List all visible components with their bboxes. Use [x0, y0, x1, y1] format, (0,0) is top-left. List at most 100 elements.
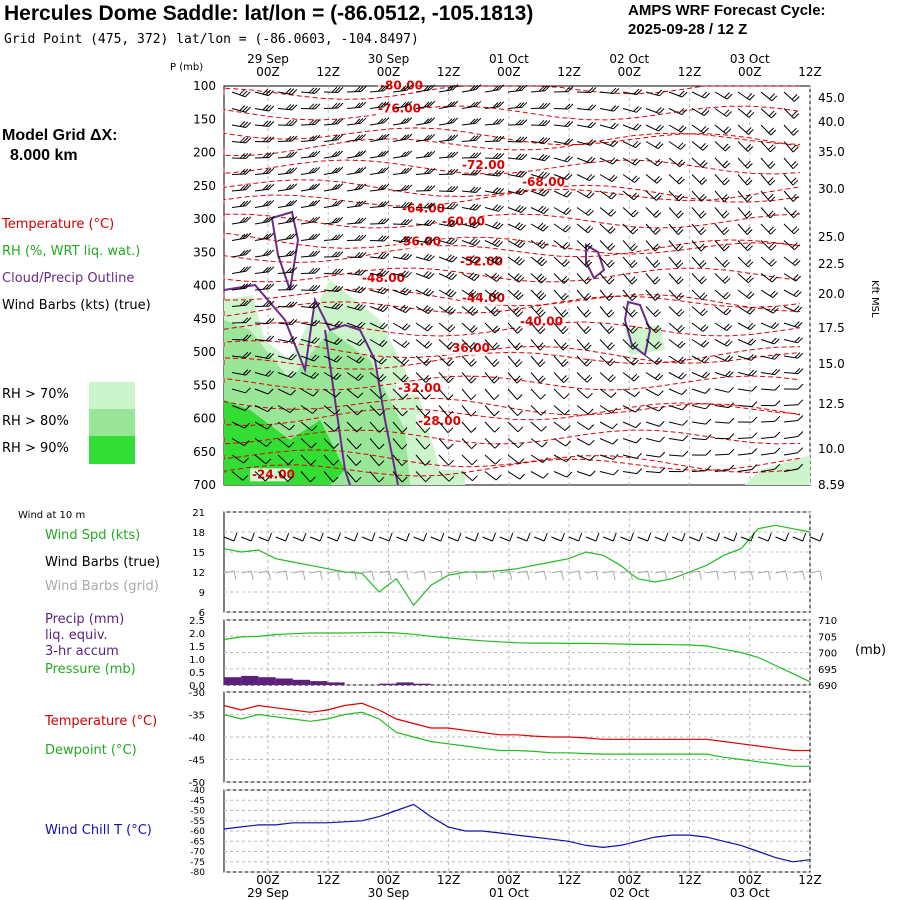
wind-barb — [254, 108, 269, 112]
wind-barb — [484, 339, 495, 351]
isotherm-label: -36.00 — [447, 341, 490, 355]
legend-dewpoint: Dewpoint (°C) — [45, 743, 137, 758]
isotherm-label-bg — [460, 159, 500, 173]
wind-barb-flag — [699, 160, 706, 166]
wind-barb — [369, 289, 384, 295]
wind-barb-flag — [589, 455, 596, 461]
wind-barb-flag — [611, 176, 618, 182]
wind-barb-flag — [518, 85, 525, 91]
wind-barb-flag — [541, 102, 548, 109]
grid-wind-barb — [430, 570, 441, 574]
grid-wind-barb-flag — [371, 570, 375, 581]
wind-barb-flag — [265, 335, 272, 342]
wind-barb — [346, 322, 361, 329]
wind-barb — [691, 223, 702, 236]
wind-barb-flag — [337, 251, 344, 257]
wind-barb-flag — [426, 185, 433, 192]
wind-barb-flag — [700, 340, 707, 346]
wind-barb-flag — [770, 306, 777, 313]
legend-precip-accum: 3-hr accum — [45, 644, 119, 659]
wind-barb-flag — [542, 457, 549, 463]
wind-barb-flag — [383, 218, 390, 224]
grid-wind-barb — [275, 570, 286, 574]
wind-barb-flag — [655, 212, 662, 218]
wind-barb-flag — [426, 151, 433, 157]
wind-barb — [530, 289, 542, 301]
wind-barb — [530, 438, 543, 448]
wind-barb-flag — [609, 360, 616, 367]
grid-point-label: Grid Point (475, 372) lat/lon = (-86.060… — [4, 32, 419, 47]
wind-barb — [714, 256, 725, 268]
wind-barb — [553, 322, 564, 335]
wind-barb — [392, 138, 407, 142]
wind-barb — [714, 91, 728, 100]
wind-barb-flag — [285, 233, 292, 240]
wind-barb-flag — [268, 136, 275, 143]
wind-barb-flag — [774, 353, 780, 360]
grid-wind-barb — [585, 570, 597, 574]
wind-barb — [530, 405, 542, 416]
wind-barb — [530, 355, 541, 368]
wind-barb-flag — [632, 158, 638, 164]
wind-barb-flag — [337, 216, 344, 223]
wind-barb — [484, 174, 499, 177]
rh-level-90-label: RH > 90% — [2, 441, 69, 456]
wind-barb — [461, 405, 472, 417]
precip-bar — [258, 677, 276, 685]
wind-barb-flag — [429, 202, 436, 209]
wind-barb-flag — [516, 361, 523, 368]
wind-barb-flag — [793, 228, 800, 235]
isotherm-label: -48.00 — [362, 271, 405, 285]
grid-wind-barb-flag — [423, 570, 427, 581]
wind-chill-tick: -70 — [190, 848, 205, 858]
grid-wind-barb-flag — [595, 570, 599, 581]
wind-barb-flag — [314, 134, 321, 141]
wind-barb-flag — [544, 172, 550, 179]
wind-barb-flag — [360, 166, 367, 173]
top-time-tick: 12Z — [437, 65, 461, 79]
isotherm-label-bg — [376, 102, 416, 116]
wind-barb — [392, 322, 406, 331]
wind-barb — [622, 207, 634, 218]
wind-barb-flag — [515, 325, 521, 332]
wind-barb-flag — [701, 162, 708, 168]
wind-barb-flag — [632, 245, 638, 252]
wind-barb-flag — [245, 282, 252, 289]
wind-barb — [346, 471, 357, 483]
wind-barb — [254, 124, 269, 127]
wind-barb-flag — [590, 104, 597, 111]
wind-barb — [300, 438, 312, 449]
grid-wind-barb — [465, 570, 476, 574]
wind-barb — [484, 471, 497, 481]
wind-barb-flag — [538, 309, 544, 316]
wind-barb-flag — [383, 200, 390, 207]
wind-barb-flag — [519, 242, 526, 248]
wind-barb-flag — [587, 139, 593, 145]
wind-barb-flag — [723, 109, 730, 116]
wind-barb — [760, 91, 773, 102]
wind-barb-flag — [448, 459, 454, 466]
wind-barb-flag — [379, 393, 386, 399]
wind-barb — [599, 190, 612, 200]
wind-barb-flag — [701, 371, 708, 378]
wind-barb-flag — [448, 343, 455, 350]
wind-barb-flag — [445, 305, 451, 312]
wind-barb — [714, 453, 730, 456]
wind-barb-flag — [493, 377, 500, 384]
wind-barb-flag — [467, 306, 474, 312]
wind-barb — [714, 157, 726, 169]
grid-wind-barb — [413, 570, 424, 574]
wind-barb — [392, 189, 408, 192]
wind-barb — [461, 273, 475, 282]
wind-barb-flag — [422, 305, 429, 311]
true-wind-barb — [413, 536, 424, 542]
wind-barb-flag — [357, 269, 364, 276]
wind-barb-flag — [677, 340, 684, 347]
wind-barb-flag — [357, 134, 364, 141]
wind-barb — [461, 471, 473, 482]
wind-barb — [461, 89, 476, 93]
wind-barb-flag — [337, 321, 343, 328]
wind-barb-flag — [360, 117, 367, 124]
wind-barb-flag — [472, 309, 479, 316]
wind-barb-flag — [563, 295, 569, 301]
